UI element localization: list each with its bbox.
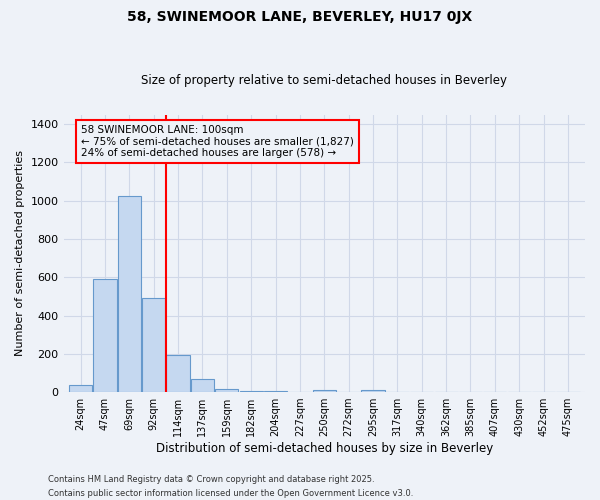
Text: 58 SWINEMOOR LANE: 100sqm
← 75% of semi-detached houses are smaller (1,827)
24% : 58 SWINEMOOR LANE: 100sqm ← 75% of semi-… <box>81 125 354 158</box>
Bar <box>118 196 141 392</box>
X-axis label: Distribution of semi-detached houses by size in Beverley: Distribution of semi-detached houses by … <box>155 442 493 455</box>
Bar <box>142 298 165 392</box>
Bar <box>166 355 190 392</box>
Bar <box>361 390 385 392</box>
Bar <box>215 389 238 392</box>
Bar <box>191 379 214 392</box>
Text: 58, SWINEMOOR LANE, BEVERLEY, HU17 0JX: 58, SWINEMOOR LANE, BEVERLEY, HU17 0JX <box>127 10 473 24</box>
Bar <box>313 390 336 392</box>
Y-axis label: Number of semi-detached properties: Number of semi-detached properties <box>15 150 25 356</box>
Bar <box>264 390 287 392</box>
Text: Contains HM Land Registry data © Crown copyright and database right 2025.
Contai: Contains HM Land Registry data © Crown c… <box>48 476 413 498</box>
Bar <box>69 386 92 392</box>
Bar <box>94 279 116 392</box>
Title: Size of property relative to semi-detached houses in Beverley: Size of property relative to semi-detach… <box>141 74 507 87</box>
Bar <box>239 390 263 392</box>
